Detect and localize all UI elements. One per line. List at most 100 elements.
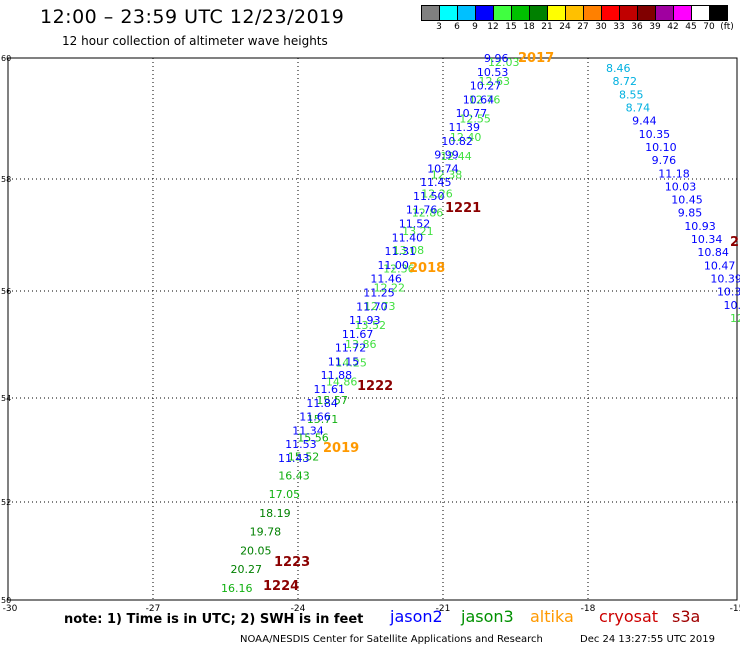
jason2-swh-label: 11.88 — [321, 369, 353, 382]
east-track-swh-label: 10.35 — [639, 128, 671, 141]
jason2-swh-label: 11.34 — [292, 424, 324, 437]
lon-tick-label: -18 — [581, 604, 596, 614]
jason3-swh-label: 15.56 — [297, 432, 329, 445]
jason2-swh-label: 10.74 — [427, 162, 459, 175]
map-frame — [7, 57, 738, 601]
east-track-swh-label: 8.72 — [613, 75, 638, 88]
colorbar-label: 18 — [523, 22, 535, 32]
colorbar-label: 30 — [595, 22, 607, 32]
colorbar-label: 27 — [577, 22, 589, 32]
colorbar-label: 33 — [613, 22, 625, 32]
units-note: note: 1) Time is in UTC; 2) SWH is in fe… — [64, 612, 364, 627]
footer-timestamp: Dec 24 13:27:55 UTC 2019 — [580, 634, 715, 645]
jason2-swh-label: 11.72 — [335, 342, 367, 355]
jason2-swh-label: 11.52 — [399, 218, 431, 231]
lat-tick-label: 54 — [1, 394, 11, 403]
jason2-swh-label: 11.84 — [306, 397, 338, 410]
jason2-swh-label: 10.77 — [456, 107, 488, 120]
colorbar-label: 21 — [541, 22, 553, 32]
jason2-swh-label: 11.61 — [314, 383, 346, 396]
page-title: 12:00 – 23:59 UTC 12/23/2019 — [40, 6, 345, 28]
jason3-swh-label: 12.40 — [450, 131, 482, 144]
jason2-swh-label: 11.67 — [342, 328, 374, 341]
colorbar-label: 36 — [631, 22, 643, 32]
colorbar-label: 42 — [667, 22, 679, 32]
cryosat-pass-label: 1221 — [445, 201, 481, 216]
jason3-swh-label: 12.76 — [469, 94, 501, 107]
page-subtitle: 12 hour collection of altimeter wave hei… — [62, 34, 328, 48]
colorbar-label: 45 — [685, 22, 697, 32]
altika-pass-label: 2018 — [409, 261, 445, 276]
colorbar-label: (ft) — [720, 22, 734, 32]
jason2-swh-label: 10.64 — [463, 93, 495, 106]
jason2-swh-label: 11.46 — [370, 273, 402, 286]
jason3-swh-label: 19.78 — [250, 526, 282, 539]
east-track-swh-label: 9.44 — [632, 115, 657, 128]
cryosat-pass-label: 1223 — [274, 555, 310, 570]
east-track-swh-label: 9.76 — [652, 154, 677, 167]
jason2-swh-label: 10.82 — [441, 135, 473, 148]
jason3-swh-label: 12.73 — [364, 300, 396, 313]
east-track-swh-label: 9.85 — [678, 207, 703, 220]
jason3-swh-label: 13.86 — [345, 338, 377, 351]
cryosat-pass-label: 1222 — [357, 379, 393, 394]
altika-pass-label: 2019 — [323, 441, 359, 456]
jason3-swh-label: 17.05 — [269, 488, 301, 501]
colorbar-label: 39 — [649, 22, 661, 32]
jason3-swh-label: 15.71 — [307, 413, 339, 426]
jason2-swh-label: 11.50 — [413, 190, 445, 203]
east-track-swh-label: 10.03 — [665, 180, 697, 193]
wave-height-colorbar — [421, 5, 728, 21]
jason3-swh-label: 13.08 — [393, 244, 425, 257]
colorbar-label: 70 — [703, 22, 715, 32]
jason3-swh-label: 12.44 — [440, 150, 472, 163]
jason2-swh-label: 11.53 — [285, 438, 317, 451]
legend-cryosat: cryosat — [599, 607, 659, 626]
colorbar-label: 3 — [436, 22, 442, 32]
jason2-swh-label: 11.93 — [349, 314, 381, 327]
jason3-swh-label: 13.52 — [355, 319, 387, 332]
jason3-swh-label: 20.27 — [231, 563, 262, 576]
colorbar-label: 9 — [472, 22, 478, 32]
east-track-swh-label: 12 — [730, 312, 740, 325]
jason2-swh-label: 11.76 — [406, 204, 438, 217]
east-track-swh-label: 10.84 — [697, 246, 729, 259]
jason2-swh-label: 11.66 — [299, 411, 331, 424]
east-track-swh-label: 10.10 — [645, 141, 677, 154]
east-track-swh-label: 8.46 — [606, 62, 631, 75]
colorbar-labels: 3 6 9 12 15 18 21 24 27 30 33 36 39 42 45 70 (ft) — [421, 22, 740, 34]
jason3-swh-label: 16.43 — [278, 469, 310, 482]
legend-altika: altika — [530, 607, 574, 626]
east-track-swh-label: 8.55 — [619, 88, 644, 101]
jason3-swh-label: 12.38 — [431, 169, 463, 182]
lon-tick-label: -27 — [146, 604, 161, 614]
lon-tick-label: -24 — [291, 604, 306, 614]
jason3-swh-label: 14.86 — [326, 375, 358, 388]
legend-s3a: s3a — [672, 607, 701, 626]
jason3-swh-label: 20.05 — [240, 544, 271, 557]
lat-tick-label: 58 — [1, 175, 11, 184]
lon-tick-label: -30 — [3, 604, 18, 614]
jason3-swh-label: 12.26 — [421, 188, 453, 201]
east-track-swh-label: 8.74 — [626, 101, 651, 114]
colorbar-swatch — [709, 5, 728, 21]
jason3-swh-label: 12.03 — [488, 56, 520, 69]
lat-tick-label: 50 — [1, 596, 11, 605]
legend-jason3: jason3 — [461, 607, 514, 626]
east-track-swh-label: 10. — [723, 299, 740, 312]
jason3-swh-label: 12.22 — [374, 281, 406, 294]
cryosat-pass-label: 1224 — [263, 579, 299, 594]
east-track-swh-label: 10.45 — [671, 194, 703, 207]
jason2-swh-label: 11.15 — [328, 355, 360, 368]
jason3-swh-label: 12.86 — [412, 206, 444, 219]
colorbar-label: 24 — [559, 22, 571, 32]
jason2-swh-label: 9.96 — [484, 52, 509, 65]
jason2-swh-label: 11.00 — [377, 259, 409, 272]
jason3-swh-label: 12.55 — [459, 112, 491, 125]
footer-credit: NOAA/NESDIS Center for Satellite Applica… — [240, 634, 543, 645]
lat-tick-label: 60 — [1, 54, 11, 63]
lon-tick-label: -21 — [436, 604, 451, 614]
jason2-swh-label: 11.25 — [363, 286, 395, 299]
east-track-swh-label: 10.39 — [710, 273, 740, 286]
